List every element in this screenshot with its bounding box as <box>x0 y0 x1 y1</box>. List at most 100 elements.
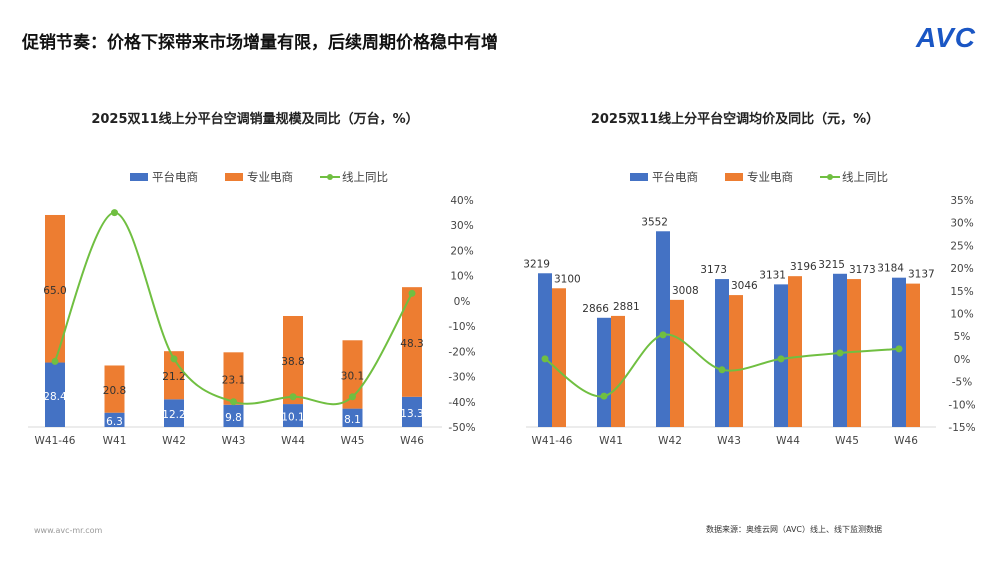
data-label: 6.3 <box>106 416 123 428</box>
y2-tick-label: 20% <box>450 245 473 257</box>
legend-item: 专业电商 <box>725 170 793 184</box>
bar-professional <box>104 365 125 413</box>
y2-tick-label: -10% <box>448 321 475 333</box>
bar-professional <box>906 283 920 427</box>
data-label: 21.2 <box>162 371 185 383</box>
chart-title: 2025双11线上分平台空调销量规模及同比（万台，%） <box>91 111 418 127</box>
data-label: 2866 <box>582 303 609 315</box>
y2-tick-label: 10% <box>450 271 473 283</box>
bar-platform <box>597 317 611 427</box>
line-point <box>659 331 667 339</box>
x-tick-label: W43 <box>717 435 741 447</box>
y2-tick-label: 5% <box>954 331 971 343</box>
data-label: 3100 <box>554 273 581 285</box>
line-point <box>600 392 608 400</box>
y2-tick-label: -15% <box>948 422 975 434</box>
line-point <box>111 209 118 217</box>
y2-tick-label: 20% <box>950 263 973 275</box>
line-point <box>718 366 726 374</box>
x-tick-label: W43 <box>222 435 246 447</box>
data-label: 3219 <box>523 258 550 270</box>
x-tick-label: W41 <box>103 435 127 447</box>
line-point <box>170 355 178 363</box>
y2-tick-label: 30% <box>950 218 973 230</box>
data-label: 20.8 <box>103 385 126 397</box>
y2-tick-label: 15% <box>950 286 973 298</box>
data-label: 65.0 <box>43 285 66 297</box>
data-label: 30.1 <box>341 370 364 382</box>
x-tick-label: W41-46 <box>35 435 76 447</box>
data-label: 48.3 <box>400 338 423 350</box>
y2-tick-label: 0% <box>454 296 471 308</box>
bar-platform <box>342 408 363 427</box>
bar-platform <box>164 399 184 427</box>
y2-tick-label: 0% <box>954 354 971 366</box>
bar-professional <box>611 315 625 427</box>
data-label: 3196 <box>790 261 817 273</box>
data-label: 3131 <box>759 269 786 281</box>
bar-platform <box>715 279 729 427</box>
x-tick-label: W44 <box>281 435 305 447</box>
y2-tick-label: -30% <box>448 372 475 384</box>
bar-professional <box>45 214 65 363</box>
line-point <box>349 393 356 401</box>
bar-platform <box>223 404 244 427</box>
bar-professional <box>223 352 244 405</box>
x-tick-label: W41 <box>599 435 623 447</box>
data-label: 3173 <box>700 264 727 276</box>
data-label: 38.8 <box>281 356 304 368</box>
line-point <box>836 349 844 357</box>
x-tick-label: W46 <box>400 435 424 447</box>
line-point <box>289 393 297 401</box>
y2-tick-label: -40% <box>448 397 475 409</box>
footer-source: 数据来源：奥维云网（AVC）线上、线下监测数据 <box>706 525 883 534</box>
line-point <box>541 355 549 363</box>
data-label: 3552 <box>641 216 668 228</box>
y2-tick-label: 30% <box>450 220 473 232</box>
x-tick-label: W41-46 <box>532 435 573 447</box>
line-point <box>895 345 903 353</box>
y2-tick-label: -50% <box>448 422 475 434</box>
bar-professional <box>729 295 743 427</box>
data-label: 3173 <box>849 264 876 276</box>
bar-professional <box>788 276 802 427</box>
svg-text:线上同比: 线上同比 <box>342 170 388 184</box>
x-tick-label: W46 <box>894 435 918 447</box>
svg-text:平台电商: 平台电商 <box>152 170 198 184</box>
chart-2: 2025双11线上分平台空调均价及同比（元，%） 平台电商 专业电商 线上同比 35% 3… <box>523 111 975 447</box>
line-point <box>777 355 785 363</box>
svg-text:专业电商: 专业电商 <box>247 170 293 184</box>
y2-tick-label: 10% <box>950 309 973 321</box>
svg-text:线上同比: 线上同比 <box>842 170 888 184</box>
data-label: 3046 <box>731 280 758 292</box>
data-label: 3184 <box>877 263 904 275</box>
bar-professional <box>283 315 303 405</box>
x-tick-label: W42 <box>162 435 186 447</box>
y2-tick-label: -10% <box>948 399 975 411</box>
data-label: 23.1 <box>222 375 245 387</box>
line-point <box>408 289 416 297</box>
data-label: 3008 <box>672 285 699 297</box>
footer-website: www.avc-mr.com <box>34 526 103 535</box>
data-label: 28.4 <box>43 391 67 403</box>
x-tick-label: W45 <box>341 435 365 447</box>
y2-tick-label: 35% <box>950 195 973 207</box>
bar-platform <box>45 362 65 427</box>
chart-title: 2025双11线上分平台空调均价及同比（元，%） <box>591 111 879 127</box>
bar-professional <box>847 279 861 427</box>
svg-text:专业电商: 专业电商 <box>747 170 793 184</box>
legend-item: 平台电商 <box>630 170 698 184</box>
page-title: 促销节奏：价格下探带来市场增量有限，后续周期价格稳中有增 <box>22 33 498 53</box>
bar-platform <box>402 396 422 427</box>
line-point <box>51 357 59 365</box>
bar-professional <box>402 287 422 397</box>
data-label: 2881 <box>613 301 640 313</box>
x-tick-label: W44 <box>776 435 800 447</box>
data-label: 12.2 <box>162 409 185 421</box>
data-label: 10.1 <box>281 412 304 424</box>
y2-tick-label: -20% <box>448 346 475 358</box>
data-label: 3137 <box>908 269 935 281</box>
bar-platform <box>656 231 670 427</box>
y2-tick-label: -5% <box>952 377 972 389</box>
